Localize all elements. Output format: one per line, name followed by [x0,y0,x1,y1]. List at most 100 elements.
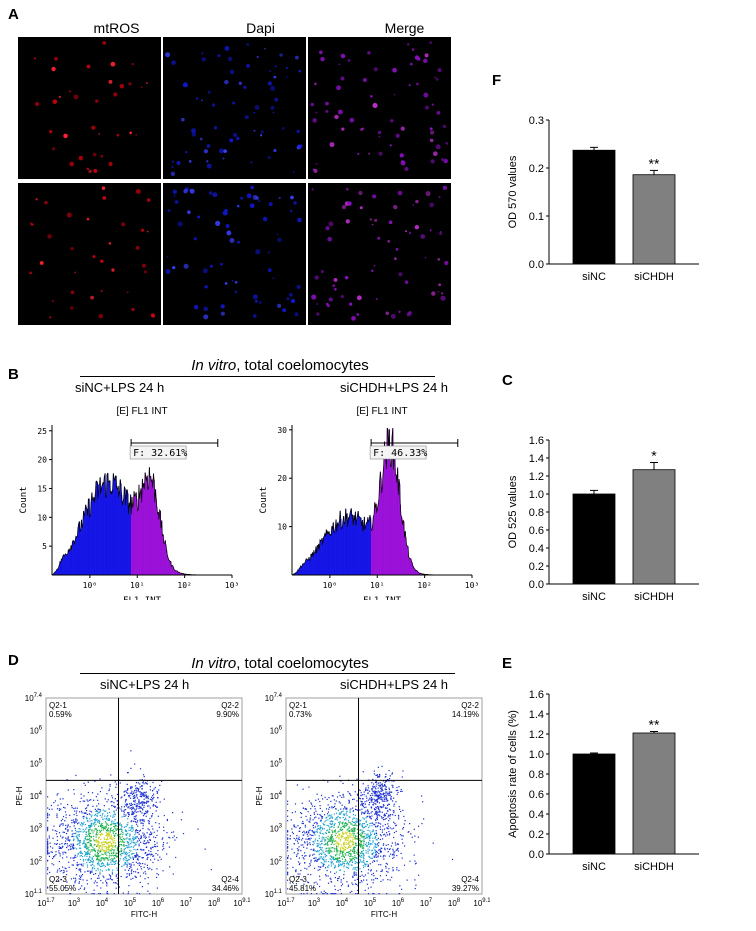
event-dot [347,823,349,825]
histogram-bin [303,564,305,575]
event-dot [106,892,108,894]
event-dot [413,828,415,830]
event-dot [359,798,362,800]
event-dot [95,796,97,798]
event-dot [374,842,376,845]
event-dot [126,830,128,832]
event-dot [321,857,323,859]
event-dot [131,872,133,874]
event-dot [47,851,49,853]
cell-dot [203,306,209,312]
event-dot [100,879,102,882]
event-dot [169,837,171,839]
cell-dot [440,295,446,301]
event-dot [55,833,58,835]
event-dot [330,893,332,895]
event-dot [314,831,316,833]
event-dot [371,810,373,813]
event-dot [346,839,348,841]
event-dot [136,820,139,822]
histogram-bin [327,531,329,575]
event-dot [102,829,104,831]
event-dot [123,813,125,815]
event-dot [125,830,127,833]
event-dot [387,871,389,873]
event-dot [352,824,354,826]
event-dot [385,874,388,877]
event-dot [376,799,378,801]
event-dot [378,822,380,824]
cell-dot [250,161,253,164]
event-dot [73,835,75,838]
histogram-bin [117,489,119,575]
cell-dot [146,230,149,233]
event-dot [343,862,346,864]
event-dot [303,830,305,833]
event-dot [370,842,372,845]
histogram-bin [361,520,363,575]
event-dot [378,864,380,866]
event-dot [399,834,402,836]
event-dot [114,798,116,800]
event-dot [353,827,355,829]
histogram-bin [126,489,128,575]
event-dot [343,849,345,851]
event-dot [363,847,365,849]
event-dot [166,842,168,844]
histogram-bin [411,562,413,575]
event-dot [141,801,143,803]
event-dot [353,849,356,851]
event-dot [346,833,348,835]
event-dot [323,824,325,826]
event-dot [324,874,327,876]
event-dot [131,830,133,832]
cell-dot [182,82,188,88]
event-dot [110,774,112,776]
event-dot [390,845,393,847]
event-dot [181,811,184,813]
event-dot [83,800,86,802]
histogram-bin [85,507,87,575]
cell-dot [297,144,302,149]
event-dot [89,842,92,845]
event-dot [78,869,80,871]
cell-dot [121,222,126,227]
event-dot [325,832,328,835]
event-dot [57,793,59,795]
event-dot [327,844,329,846]
event-dot [150,831,152,833]
event-dot [374,825,377,827]
column-header-merge: Merge [384,20,425,36]
histogram-bin [334,526,336,575]
y-tick-label: 0.4 [529,543,544,555]
event-dot [331,861,333,863]
event-dot [117,880,119,882]
histogram-bin [92,500,94,575]
event-dot [156,806,158,808]
histogram-title: [E] FL1 INT [356,406,407,417]
event-dot [373,833,376,836]
event-dot [385,832,388,834]
event-dot [74,807,77,809]
event-dot [121,849,123,851]
cell-dot [146,198,151,202]
y-tick-label: 105 [270,758,283,768]
event-dot [98,893,100,895]
event-dot [130,788,132,790]
event-dot [338,838,340,840]
event-dot [375,853,378,855]
histogram-bin [395,475,397,575]
event-dot [371,825,373,827]
y-tick-label: 0.4 [529,809,544,821]
event-dot [353,871,355,873]
event-dot [143,801,145,804]
event-dot [157,859,159,861]
event-dot [106,883,108,885]
event-dot [147,856,149,859]
event-dot [370,807,373,809]
event-dot [377,796,380,798]
event-dot [92,823,94,825]
event-dot [93,844,95,846]
histogram-bin [86,508,88,575]
y-tick-label: 0.6 [529,789,544,801]
